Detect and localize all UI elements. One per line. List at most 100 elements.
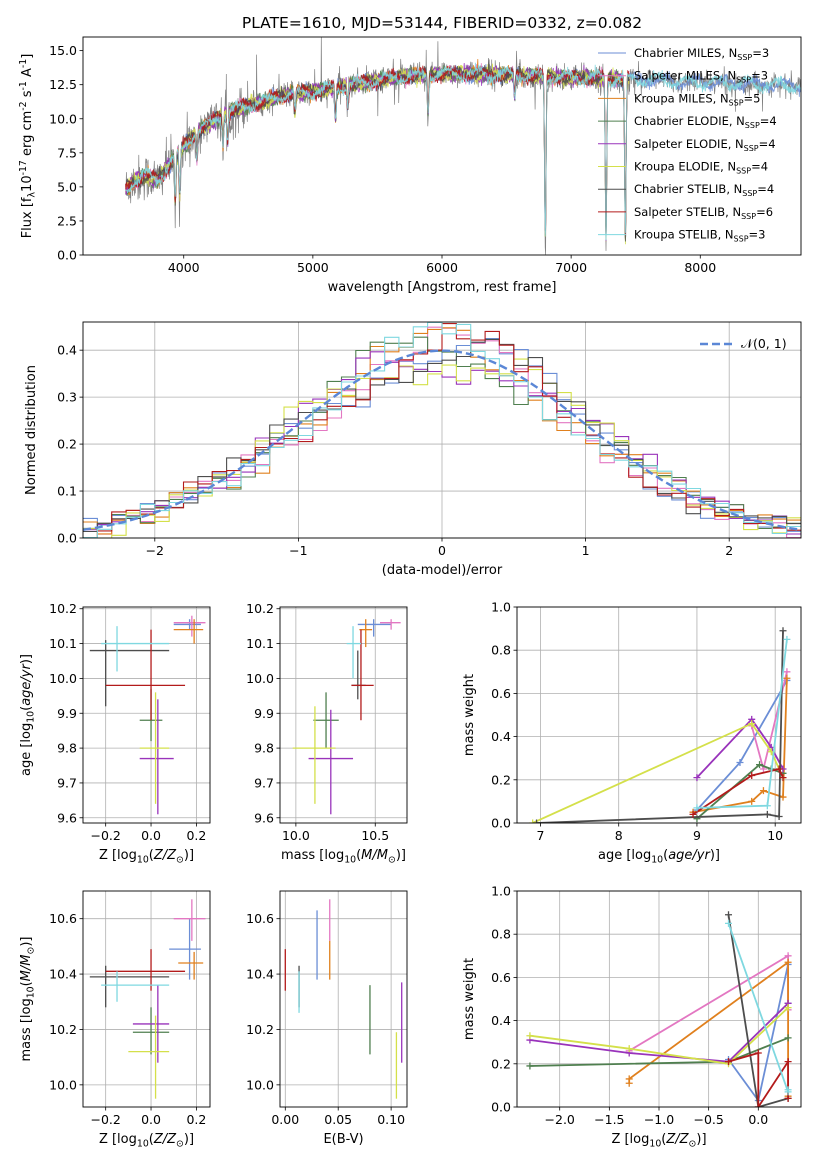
x-tick-label: 0.0 (748, 1112, 768, 1127)
x-tick-label: 8 (615, 828, 623, 843)
y-tick-label: 1.0 (491, 884, 511, 899)
axes-frame (516, 606, 802, 824)
x-tick-label: −1.0 (644, 1112, 674, 1127)
y-tick-label: 10.4 (246, 967, 274, 982)
y-tick-label: 10.0 (246, 1077, 274, 1092)
axes-frame (279, 890, 408, 1108)
series-line-salpeter-elodie (529, 1002, 789, 1063)
x-tick-label: −1.5 (594, 1112, 624, 1127)
data-point-marker (783, 674, 791, 682)
y-tick-label: 0.2 (491, 1056, 511, 1071)
x-tick-label: 4000 (168, 260, 200, 275)
errorbar-chabrier-miles (169, 918, 201, 980)
errorbar-kroupa-stelib (101, 971, 170, 1002)
x-tick-label: −0.5 (693, 1112, 723, 1127)
y-tick-label: 0.4 (491, 1013, 511, 1028)
errorbar-kroupa-stelib (346, 626, 361, 679)
legend-entry: Salpeter STELIB, NSSP=6 (634, 205, 773, 221)
y-tick-label: 0.2 (57, 437, 77, 452)
x-tick-label: 8000 (684, 260, 716, 275)
y-tick-label: 2.5 (57, 213, 77, 228)
y-tick-label: 9.9 (254, 706, 274, 721)
data-point-marker (784, 958, 792, 966)
y-tick-label: 7.5 (57, 145, 77, 160)
y-tick-label: 9.7 (57, 775, 77, 790)
errorbar-chabrier-stelib (89, 640, 170, 707)
data-point-marker (783, 635, 791, 643)
errorbar-chabrier-miles (357, 619, 392, 637)
x-tick-label: 0.0 (141, 1112, 161, 1127)
x-tick-label: 7000 (555, 260, 587, 275)
x-axis-label: wavelength [Angstrom, rest frame] (328, 280, 557, 295)
x-tick-label: 5000 (297, 260, 329, 275)
errorbar-kroupa-elodie (128, 1015, 170, 1099)
axes-age_vs_mass: 10.0 10.5 9.6 9.7 9.8 9.9 10.0 10.1 10.2 mass [lo… (246, 601, 408, 865)
data-point-marker (784, 1034, 792, 1042)
y-tick-label: 10.1 (49, 636, 77, 651)
series-line-salpeter-stelib (728, 1051, 789, 1107)
y-tick-label: 10.0 (49, 671, 77, 686)
y-tick-label: 0.3 (57, 390, 77, 405)
data-point-marker (625, 1045, 633, 1053)
errorbar-salpeter-stelib (105, 949, 186, 991)
x-tick-label: 0.00 (271, 1112, 299, 1127)
histogram-salpeter-stelib (83, 323, 801, 538)
y-tick-label: 10.1 (246, 636, 274, 651)
axes-mass_vs_ebv: 0.00 0.05 0.10 10.0 10.2 10.4 10.6 E(B-V) (246, 890, 408, 1147)
legend-entry: 𝒩(0, 1) (741, 336, 787, 351)
legend-entry: Kroupa ELODIE, NSSP=4 (634, 160, 768, 176)
y-tick-label: 5.0 (57, 179, 77, 194)
errorbar-kroupa-miles (178, 951, 204, 980)
y-tick-label: 0.0 (491, 1100, 511, 1115)
data-point-marker (784, 1094, 792, 1102)
errorbar-salpeter-stelib (105, 629, 186, 721)
x-tick-label: 10.5 (361, 828, 389, 843)
data-point-marker (748, 771, 756, 779)
axes-frame (82, 890, 211, 1108)
y-tick-label: 0.1 (57, 484, 77, 499)
y-axis-label: mass [log10(M/M⊙)] (19, 937, 36, 1062)
data-point-marker (725, 911, 733, 919)
axes-frame (82, 36, 802, 256)
x-tick-label: 10 (767, 828, 783, 843)
data-point-marker (784, 1086, 792, 1094)
series-line-kroupa-elodie (529, 1006, 789, 1065)
plot-area-mass_vs_ebv (284, 899, 403, 1099)
y-tick-label: 0.2 (491, 772, 511, 787)
x-axis-label: Z [log10(Z/Z⊙)] (99, 1132, 194, 1149)
y-tick-label: 0.4 (491, 729, 511, 744)
legend-entry: Kroupa MILES, NSSP=5 (634, 91, 760, 107)
x-tick-label: −0.2 (90, 1112, 120, 1127)
residual-legend: 𝒩(0, 1) (700, 336, 787, 351)
x-axis-label: age [log10(age/yr)] (598, 848, 720, 865)
x-tick-label: 2 (725, 543, 733, 558)
data-point-marker (754, 1049, 762, 1057)
y-tick-label: 10.0 (246, 671, 274, 686)
data-point-marker (693, 774, 701, 782)
y-tick-label: 12.5 (49, 77, 77, 92)
data-point-marker (779, 627, 787, 635)
y-tick-label: 10.0 (49, 111, 77, 126)
y-tick-label: 0.6 (491, 686, 511, 701)
plot-area-age_vs_Z (89, 615, 206, 815)
legend-entry: Kroupa STELIB, NSSP=3 (634, 228, 765, 244)
series-line-chabrier-elodie (696, 763, 784, 820)
x-tick-label: −2 (146, 543, 164, 558)
series-line-chabrier-miles (696, 679, 788, 811)
data-point-marker (775, 765, 783, 773)
data-point-marker (748, 720, 756, 728)
plot-area-mass_weight_vs_Z (526, 911, 792, 1107)
axes-frame (82, 321, 802, 539)
y-tick-label: 0.6 (491, 970, 511, 985)
errorbar-salpeter-miles (173, 615, 206, 637)
y-tick-label: 9.8 (254, 741, 274, 756)
axes-mass_weight_vs_Z: −2.0 −1.5 −1.0 −0.5 0.0 0.0 0.2 0.4 0.6 0.8 1.0 Z [… (462, 884, 802, 1149)
data-point-marker (783, 668, 791, 676)
x-tick-label: 0.2 (186, 828, 206, 843)
data-point-marker (759, 787, 767, 795)
data-point-marker (779, 774, 787, 782)
data-point-marker (725, 919, 733, 927)
series-line-chabrier-stelib (536, 630, 784, 823)
y-tick-label: 10.2 (49, 601, 77, 616)
x-tick-label: 7 (536, 828, 544, 843)
